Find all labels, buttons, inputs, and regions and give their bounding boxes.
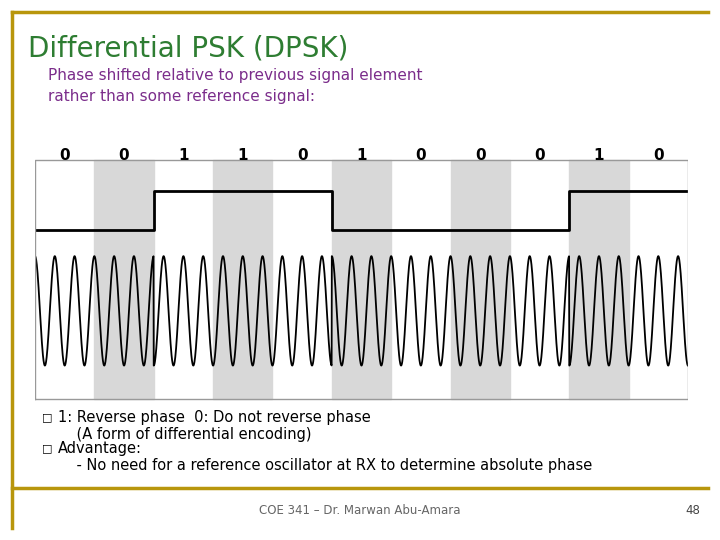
Text: 0: 0: [297, 148, 307, 164]
Text: 0: 0: [119, 148, 130, 164]
Text: □: □: [42, 443, 53, 453]
Text: (A form of differential encoding): (A form of differential encoding): [58, 427, 312, 442]
Text: 48: 48: [685, 504, 700, 517]
Text: 1: 1: [178, 148, 189, 164]
Text: 0: 0: [653, 148, 664, 164]
Text: 0: 0: [59, 148, 70, 164]
Text: Differential PSK (DPSK): Differential PSK (DPSK): [28, 35, 348, 63]
Text: 1: Reverse phase  0: Do not reverse phase: 1: Reverse phase 0: Do not reverse phase: [58, 410, 371, 425]
Text: - No need for a reference oscillator at RX to determine absolute phase: - No need for a reference oscillator at …: [58, 458, 593, 473]
Text: 0: 0: [415, 148, 426, 164]
Text: Advantage:: Advantage:: [58, 441, 142, 456]
Text: 1: 1: [594, 148, 604, 164]
Text: 0: 0: [534, 148, 545, 164]
Text: 1: 1: [356, 148, 366, 164]
Text: 0: 0: [475, 148, 485, 164]
Text: COE 341 – Dr. Marwan Abu-Amara: COE 341 – Dr. Marwan Abu-Amara: [259, 504, 461, 517]
Text: Phase shifted relative to previous signal element
rather than some reference sig: Phase shifted relative to previous signa…: [48, 68, 423, 104]
Text: 1: 1: [238, 148, 248, 164]
Text: □: □: [42, 412, 53, 422]
